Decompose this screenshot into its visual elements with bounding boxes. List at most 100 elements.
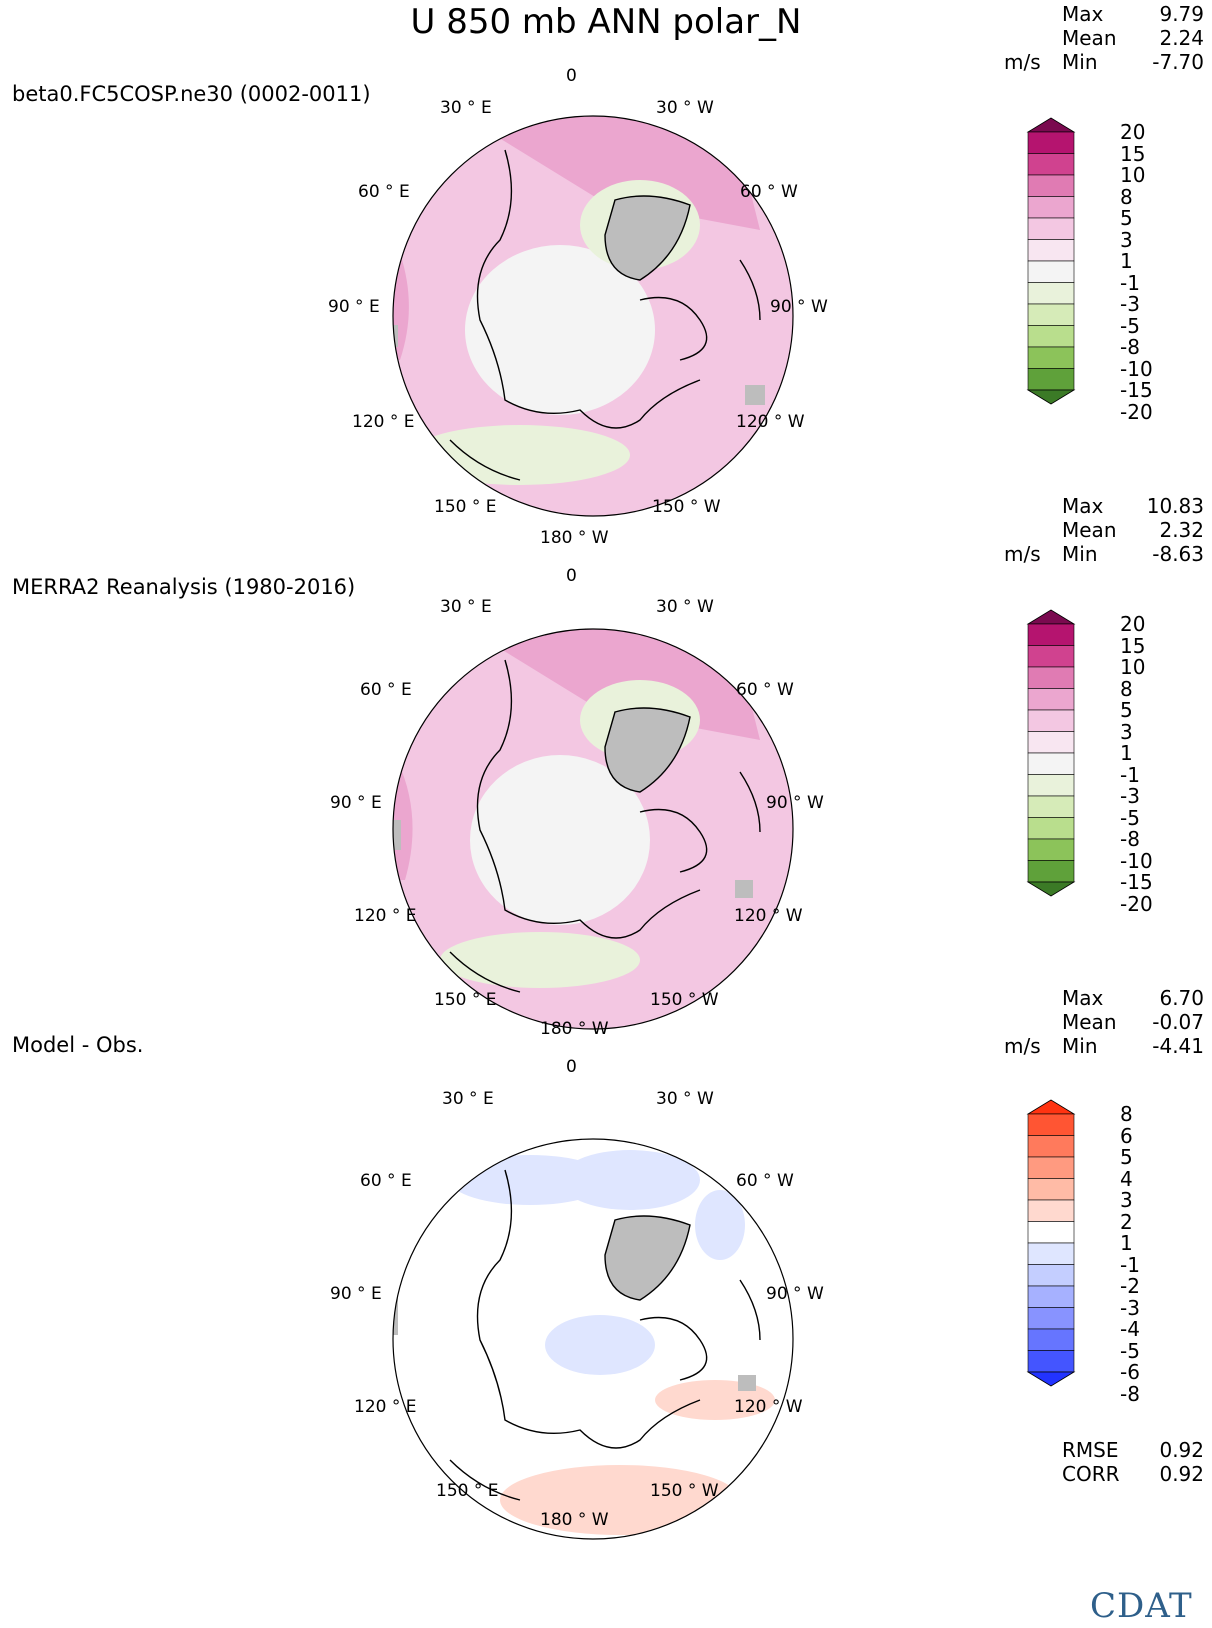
colorbar-segment bbox=[1027, 1307, 1075, 1330]
mean-label: Mean bbox=[1062, 1010, 1117, 1034]
colorbar-tick-label: -1 bbox=[1120, 270, 1140, 295]
min-label: Min bbox=[1062, 50, 1098, 74]
map-1-border bbox=[392, 115, 794, 517]
colorbar-top-arrow bbox=[1026, 117, 1076, 133]
map-2-missing-patch bbox=[735, 880, 753, 898]
lon-label-180: 180 ° W bbox=[540, 1019, 609, 1039]
map-2-polar-calm bbox=[470, 755, 650, 925]
min-label: Min bbox=[1062, 542, 1098, 566]
colorbar-tick-label: -1 bbox=[1120, 762, 1140, 787]
colorbar-segment bbox=[1027, 1264, 1075, 1287]
colorbar-tick-label: -3 bbox=[1120, 784, 1140, 808]
lon-label-150e: 150 ° E bbox=[434, 990, 497, 1010]
panel-2-label: MERRA2 Reanalysis (1980-2016) bbox=[12, 575, 356, 599]
colorbar-segment bbox=[1027, 795, 1075, 818]
map-1-missing-patch bbox=[745, 385, 765, 405]
colorbar-tick-label: -8 bbox=[1120, 827, 1140, 851]
colorbar-segment bbox=[1027, 1221, 1075, 1244]
colorbar-segment bbox=[1027, 346, 1075, 369]
colorbar-tick-label: 5 bbox=[1120, 1145, 1133, 1169]
lon-label-30w: 30 ° W bbox=[656, 597, 714, 617]
colorbar-tick-label: -3 bbox=[1120, 292, 1140, 316]
colorbar-segment bbox=[1027, 260, 1075, 283]
colorbar-segment bbox=[1027, 1156, 1075, 1179]
colorbar-segment bbox=[1027, 196, 1075, 219]
colorbar-segment bbox=[1027, 1135, 1075, 1158]
map-3-negative-bias bbox=[545, 1315, 655, 1375]
colorbar-2 bbox=[1026, 609, 1076, 897]
lon-label-60w: 60 ° W bbox=[736, 1171, 794, 1191]
colorbar-segment bbox=[1027, 303, 1075, 326]
colorbar-segment bbox=[1027, 368, 1075, 391]
colorbar-segment bbox=[1027, 1328, 1075, 1351]
colorbar-tick-label: 1 bbox=[1120, 1231, 1133, 1255]
map-2-atlantic-jet bbox=[393, 750, 413, 880]
mean-value: 2.32 bbox=[1159, 518, 1204, 542]
lon-label-90e: 90 ° E bbox=[328, 297, 380, 317]
colorbar-tick-label: 6 bbox=[1120, 1123, 1133, 1148]
colorbar-segment bbox=[1027, 645, 1075, 668]
lon-label-60w: 60 ° W bbox=[736, 680, 794, 700]
panel-3-metrics: RMSE 0.92 CORR 0.92 bbox=[0, 1438, 1212, 1488]
map-3-coastlines bbox=[449, 1169, 761, 1501]
colorbar-segment bbox=[1027, 217, 1075, 240]
colorbar-top-arrow bbox=[1026, 1099, 1076, 1115]
panel-2-stats: Max 10.83 Mean 2.32 m/s Min -8.63 bbox=[0, 494, 1212, 566]
colorbar-tick-label: -2 bbox=[1120, 1274, 1140, 1298]
lon-label-60e: 60 ° E bbox=[360, 680, 412, 700]
mean-value: -0.07 bbox=[1152, 1010, 1204, 1034]
corr-label: CORR bbox=[1062, 1462, 1120, 1486]
colorbar-segment bbox=[1027, 688, 1075, 711]
colorbar-tick-label: -20 bbox=[1120, 399, 1153, 424]
colorbar-segment bbox=[1027, 1178, 1075, 1201]
colorbar-tick-label: -5 bbox=[1120, 805, 1140, 830]
min-value: -4.41 bbox=[1152, 1034, 1204, 1058]
lon-label-150w: 150 ° W bbox=[650, 990, 719, 1010]
map-2-missing-patch bbox=[393, 820, 401, 850]
panel-3-label: Model - Obs. bbox=[12, 1033, 144, 1057]
colorbar-tick-label: 20 bbox=[1120, 120, 1146, 144]
map-3-missing-patch bbox=[393, 1285, 398, 1335]
lon-label-60e: 60 ° E bbox=[360, 1171, 412, 1191]
colorbar-tick-label: -6 bbox=[1120, 1360, 1140, 1384]
colorbar-tick-label: -5 bbox=[1120, 1338, 1140, 1363]
lon-label-90w: 90 ° W bbox=[770, 297, 828, 317]
map-panel-1 bbox=[393, 116, 793, 516]
lon-label-90e: 90 ° E bbox=[330, 793, 382, 813]
colorbar-segment bbox=[1027, 838, 1075, 861]
max-value: 9.79 bbox=[1159, 2, 1204, 26]
colorbar-bottom-arrow bbox=[1026, 881, 1076, 897]
colorbar-segment bbox=[1027, 731, 1075, 754]
colorbar-segment bbox=[1027, 174, 1075, 197]
max-label: Max bbox=[1062, 2, 1104, 26]
lon-label-30e: 30 ° E bbox=[440, 597, 492, 617]
colorbar-segment bbox=[1027, 153, 1075, 176]
lon-label-150e: 150 ° E bbox=[436, 1481, 499, 1501]
rmse-value: 0.92 bbox=[1159, 1438, 1204, 1462]
colorbar-segment bbox=[1027, 623, 1075, 646]
colorbar-segment bbox=[1027, 1242, 1075, 1265]
map-1-missing-patch bbox=[393, 325, 398, 347]
colorbar-segment bbox=[1027, 1113, 1075, 1136]
map-3-negative-bias bbox=[560, 1150, 700, 1210]
lon-label-150e: 150 ° E bbox=[434, 497, 497, 517]
colorbar-segment bbox=[1027, 860, 1075, 883]
lon-label-30w: 30 ° W bbox=[656, 1089, 714, 1109]
cdat-logo-text: CDAT bbox=[1090, 1586, 1193, 1626]
map-1-polar-calm bbox=[465, 245, 655, 415]
lon-label-120w: 120 ° W bbox=[734, 906, 803, 926]
colorbar-tick-label: 5 bbox=[1120, 206, 1133, 230]
min-value: -7.70 bbox=[1152, 50, 1204, 74]
map-1-coastlines bbox=[449, 149, 761, 481]
colorbar-tick-label: 1 bbox=[1120, 249, 1133, 273]
map-3-missing-patch bbox=[738, 1375, 756, 1391]
map-2-border bbox=[392, 628, 794, 1030]
max-label: Max bbox=[1062, 986, 1104, 1010]
panel-3-stats: Max 6.70 Mean -0.07 m/s Min -4.41 bbox=[0, 986, 1212, 1058]
colorbar-segment bbox=[1027, 817, 1075, 840]
lon-label-90w: 90 ° W bbox=[766, 1284, 824, 1304]
colorbar-3 bbox=[1026, 1099, 1076, 1387]
colorbar-tick-label: -8 bbox=[1120, 335, 1140, 359]
colorbar-tick-label: 8 bbox=[1120, 184, 1133, 209]
